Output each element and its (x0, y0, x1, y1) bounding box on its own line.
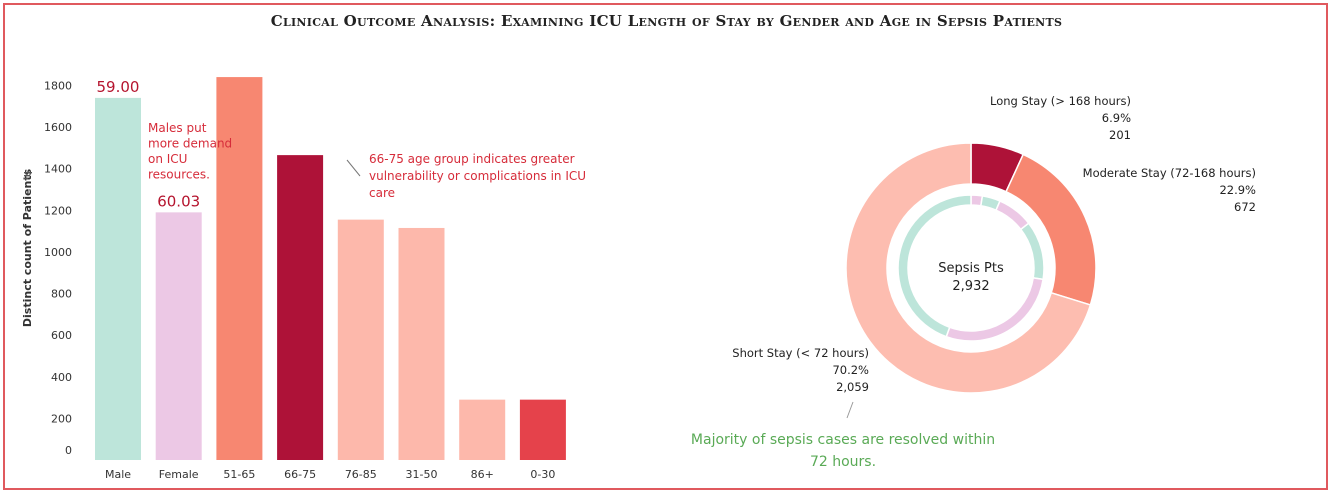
bar-chart: Distinct count of Patients 0 200 400 600 800… (21, 77, 586, 481)
annotation-2: 66-75 age group indicates greater vulnera… (369, 152, 586, 200)
x-tick-label: 0-30 (530, 468, 555, 481)
sort-icon[interactable] (24, 172, 32, 180)
y-tick-label: 0 (65, 444, 72, 457)
x-tick-label: 51-65 (223, 468, 255, 481)
y-tick-label: 600 (51, 329, 72, 342)
y-tick-label: 1200 (44, 204, 72, 217)
y-tick-label: 400 (51, 371, 72, 384)
y-tick-label: 1400 (44, 163, 72, 176)
y-axis-label: Distinct count of Patients (21, 168, 34, 327)
annotation-pointer (346, 159, 361, 177)
annotation-1: Males put more demand on ICU resources. (148, 121, 232, 182)
y-tick-label: 1000 (44, 246, 72, 259)
bar-86-[interactable] (459, 399, 506, 460)
y-tick-label: 200 (51, 412, 72, 425)
x-tick-label: 31-50 (406, 468, 438, 481)
y-tick-label: 1600 (44, 121, 72, 134)
bar-66-75[interactable] (277, 155, 324, 460)
bar-0-30[interactable] (519, 399, 566, 460)
value-label: 59.00 (97, 78, 140, 96)
bar-female[interactable] (155, 212, 202, 460)
y-tick-label: 1800 (44, 79, 72, 92)
x-tick-label: 86+ (471, 468, 494, 481)
bar-76-85[interactable] (337, 219, 384, 460)
bar-31-50[interactable] (398, 227, 445, 460)
x-tick-label: Female (159, 468, 199, 481)
x-tick-label: 66-75 (284, 468, 316, 481)
x-tick-label: 76-85 (345, 468, 377, 481)
value-label: 60.03 (157, 192, 200, 210)
bar-male[interactable] (95, 97, 141, 460)
y-tick-label: 800 (51, 288, 72, 301)
page-title: Clinical Outcome Analysis: Examining ICU… (270, 12, 1063, 30)
x-tick-label: Male (105, 468, 131, 481)
bar-51-65[interactable] (216, 77, 263, 460)
